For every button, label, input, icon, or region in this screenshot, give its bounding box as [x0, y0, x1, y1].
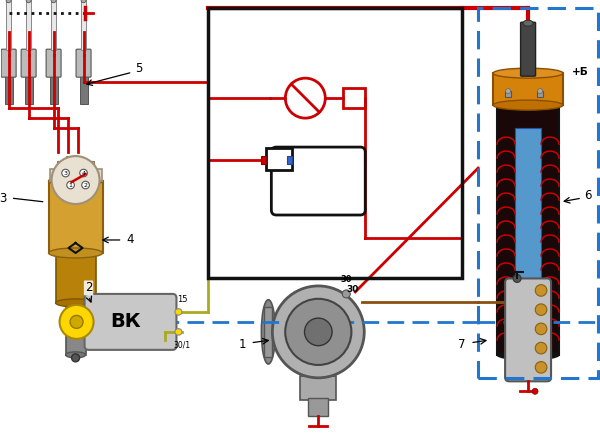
Ellipse shape [523, 20, 533, 26]
Circle shape [538, 88, 542, 94]
Text: 4: 4 [127, 234, 134, 246]
Text: 6: 6 [584, 188, 592, 202]
Bar [66, 156, 75, 168]
Bar [5, 76, 13, 104]
FancyBboxPatch shape [76, 49, 91, 77]
Circle shape [535, 323, 547, 335]
Text: 15: 15 [177, 295, 188, 304]
Ellipse shape [493, 100, 563, 110]
Bar [65, 303, 86, 355]
Circle shape [506, 88, 511, 94]
Bar [85, 161, 94, 173]
Bar [266, 148, 292, 170]
Ellipse shape [56, 299, 95, 307]
Circle shape [82, 181, 89, 189]
FancyBboxPatch shape [521, 22, 536, 76]
Ellipse shape [65, 352, 86, 358]
Text: 1: 1 [68, 183, 73, 187]
Circle shape [535, 362, 547, 373]
Circle shape [535, 304, 547, 315]
Bar [343, 88, 365, 108]
Circle shape [342, 290, 350, 298]
Ellipse shape [262, 300, 275, 364]
Text: 3: 3 [0, 191, 7, 205]
Ellipse shape [497, 350, 559, 360]
Circle shape [513, 275, 521, 282]
Ellipse shape [175, 329, 182, 335]
Circle shape [81, 0, 86, 3]
Bar [6, 0, 11, 50]
Ellipse shape [497, 100, 559, 110]
Bar [80, 76, 88, 104]
Text: 3: 3 [64, 171, 68, 176]
Circle shape [59, 305, 94, 339]
Bar [493, 73, 563, 105]
Bar [81, 0, 86, 50]
Bar [56, 253, 95, 303]
FancyBboxPatch shape [505, 279, 551, 381]
Circle shape [51, 0, 56, 3]
Text: 5: 5 [135, 62, 142, 75]
Text: 30: 30 [341, 275, 352, 284]
Bar [287, 156, 292, 164]
Text: 30: 30 [346, 286, 358, 294]
Circle shape [305, 318, 332, 346]
Circle shape [272, 286, 364, 378]
Circle shape [70, 315, 83, 328]
Bar [73, 157, 82, 169]
Bar [57, 161, 66, 173]
Text: 2: 2 [83, 183, 88, 187]
Bar [49, 181, 103, 253]
Circle shape [535, 342, 547, 354]
Circle shape [67, 181, 74, 189]
FancyBboxPatch shape [1, 49, 16, 77]
Bar [262, 156, 266, 164]
FancyBboxPatch shape [46, 49, 61, 77]
Text: 1: 1 [239, 338, 246, 352]
Text: 7: 7 [458, 338, 466, 352]
Bar [25, 76, 32, 104]
Bar [537, 91, 543, 97]
Bar [265, 307, 272, 357]
Ellipse shape [175, 308, 182, 315]
Ellipse shape [49, 248, 103, 258]
Bar [515, 128, 541, 343]
Bar [208, 8, 462, 278]
Ellipse shape [56, 249, 95, 257]
Circle shape [285, 299, 352, 365]
Text: +Б: +Б [572, 67, 589, 77]
Text: ВК: ВК [110, 312, 141, 331]
Text: 4: 4 [82, 171, 86, 176]
Text: 30/1: 30/1 [174, 341, 191, 350]
Bar [505, 91, 511, 97]
Ellipse shape [493, 68, 563, 78]
Bar [308, 398, 328, 416]
Bar [50, 76, 58, 104]
Circle shape [52, 156, 100, 204]
Bar [301, 376, 336, 400]
Circle shape [62, 169, 70, 177]
Circle shape [535, 285, 547, 296]
FancyBboxPatch shape [85, 294, 176, 350]
Circle shape [532, 389, 538, 394]
FancyBboxPatch shape [271, 147, 365, 215]
Bar [497, 105, 559, 355]
Circle shape [6, 0, 11, 3]
Circle shape [80, 169, 88, 177]
Bar [26, 0, 31, 50]
Bar [51, 0, 56, 50]
Circle shape [71, 354, 80, 362]
Bar [478, 8, 598, 378]
Bar [50, 169, 101, 181]
Text: 2: 2 [85, 282, 92, 294]
FancyBboxPatch shape [21, 49, 36, 77]
Circle shape [26, 0, 31, 3]
Ellipse shape [49, 176, 103, 186]
